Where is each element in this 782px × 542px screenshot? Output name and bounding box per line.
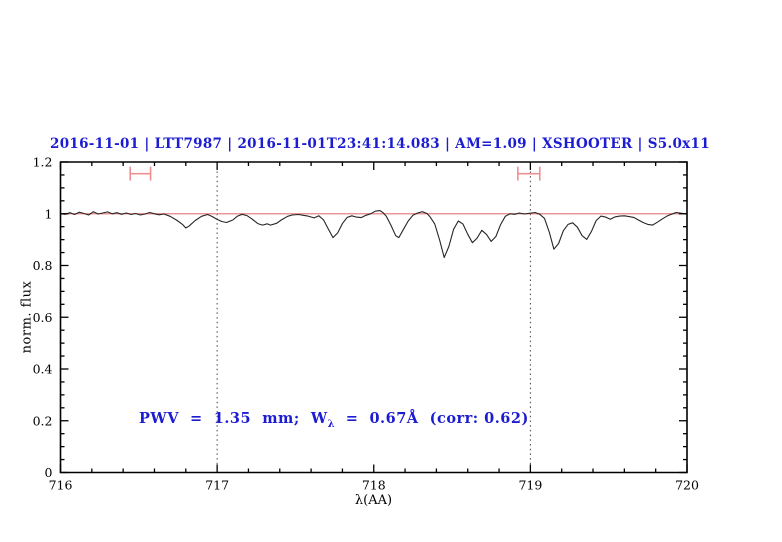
annotation-prefix: PWV = 1.35 mm; W [139,410,328,427]
x-tick-label: 719 [518,478,542,493]
x-axis-label: λ(AA) [354,493,393,508]
x-tick-label: 716 [49,478,73,493]
plot-title: 2016-11-01 | LTT7987 | 2016-11-01T23:41:… [50,136,710,152]
x-tick-label: 717 [205,478,229,493]
y-tick-label: 0 [45,465,53,480]
y-tick-label: 1 [45,206,53,221]
x-tick-label: 720 [675,478,699,493]
y-tick-label: 1.2 [33,155,53,170]
x-tick-label: 718 [362,478,386,493]
y-tick-label: 0.6 [33,310,53,325]
pwv-annotation: PWV = 1.35 mm; Wλ = 0.67Å (corr: 0.62) [139,410,529,430]
y-tick-label: 0.2 [33,413,53,428]
y-tick-label: 0.4 [33,362,53,377]
spectrum-line [60,210,688,259]
annotation-suffix: = 0.67Å (corr: 0.62) [334,410,529,427]
y-tick-label: 0.8 [33,258,53,273]
y-axis-label: norm. flux [19,280,35,354]
annotation-lambda-subscript: λ [327,418,335,430]
